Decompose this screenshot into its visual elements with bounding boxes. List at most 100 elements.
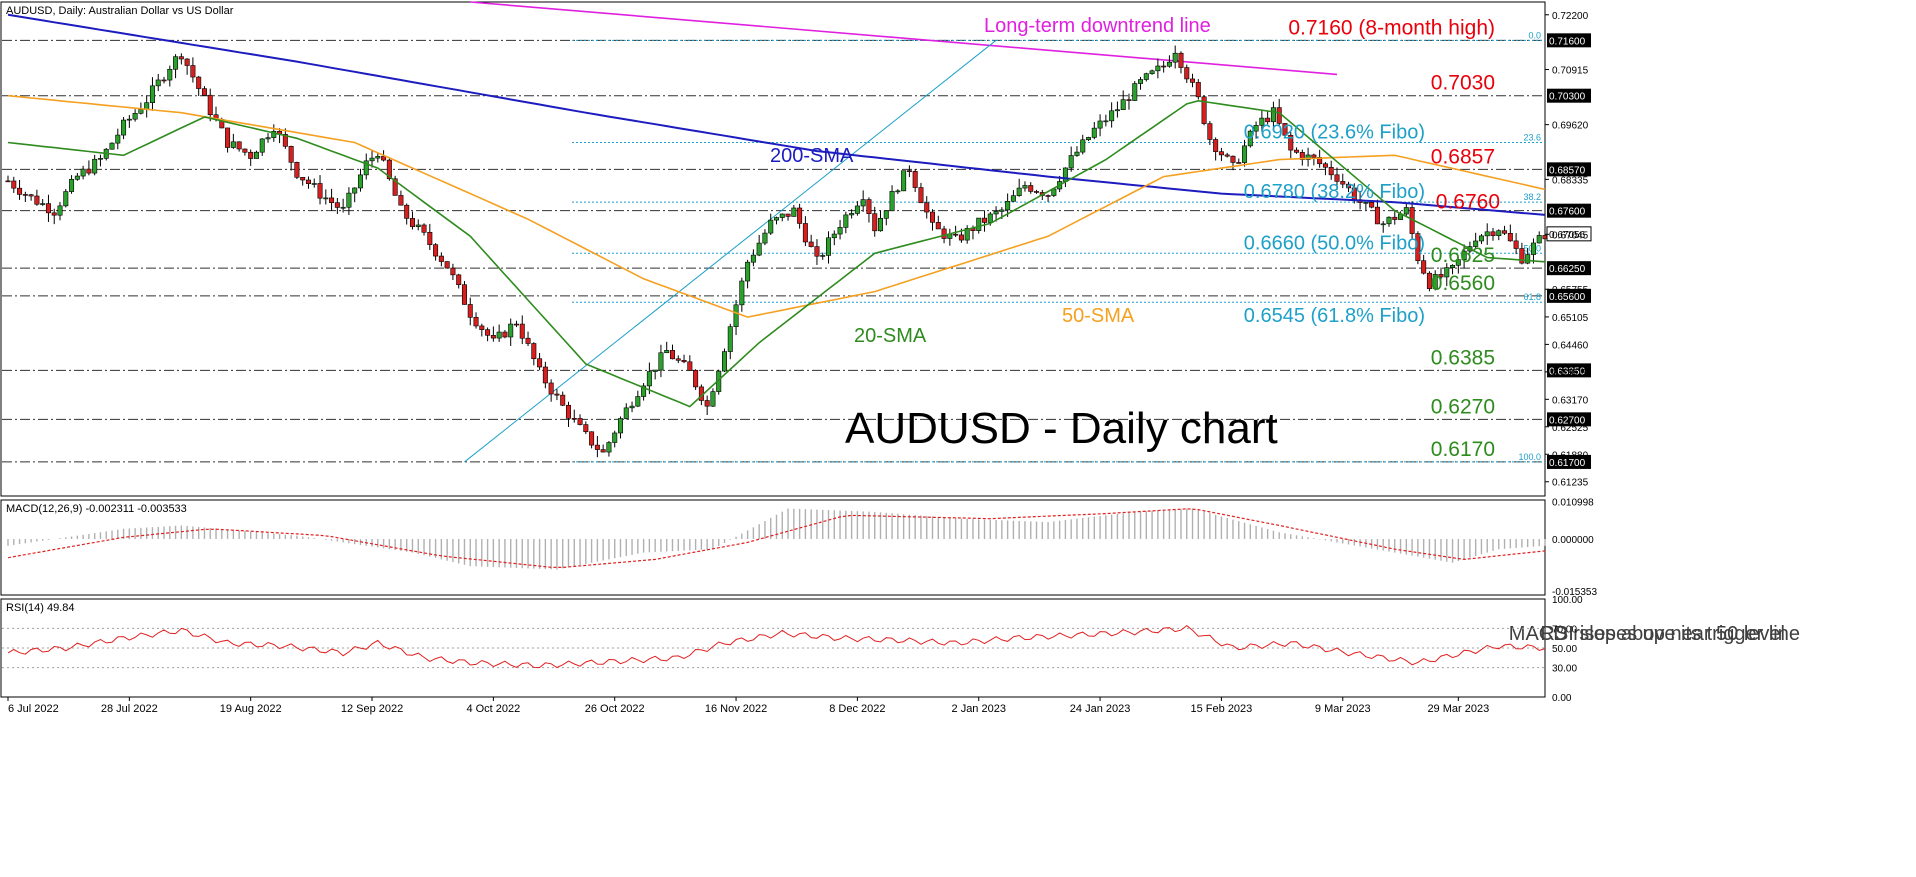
time-tick-label-8: 2 Jan 2023: [952, 703, 1006, 715]
rsi-panel: RSI(14) 49.84 100.00 70.00 50.00 30.00 0.00 RS…: [2, 595, 1785, 704]
candle-body: [560, 394, 566, 406]
candle-body: [323, 197, 329, 200]
candle-body: [675, 358, 681, 361]
candle-body: [791, 207, 797, 217]
candle-body: [40, 203, 46, 205]
candle-body: [878, 217, 884, 232]
candle-body: [583, 424, 589, 433]
candle-body: [987, 213, 993, 223]
candle-body: [1138, 79, 1144, 84]
level-annotation-2: 0.6857: [1431, 145, 1495, 168]
candle-body: [1034, 191, 1040, 193]
candle-body: [1473, 240, 1479, 247]
candle-body: [1403, 207, 1409, 215]
candle-body: [577, 418, 583, 425]
candle-body: [941, 228, 947, 239]
candle-body: [1253, 125, 1259, 132]
candle-body: [773, 217, 779, 221]
candle-body: [1091, 127, 1097, 138]
candle-body: [1016, 187, 1022, 196]
candle-body: [201, 88, 207, 96]
candle-body: [473, 317, 479, 327]
candle-body: [958, 234, 964, 241]
candle-body: [386, 159, 392, 180]
candle-body: [1126, 99, 1132, 101]
candle-body: [1530, 242, 1536, 255]
candle-body: [288, 146, 294, 163]
candle-body: [1045, 195, 1051, 197]
candle-body: [1346, 183, 1352, 189]
candle-body: [329, 197, 335, 203]
candle-body: [5, 180, 11, 183]
candle-body: [415, 224, 421, 227]
candle-body: [1392, 216, 1398, 220]
rsi-tick-label-3: 30.00: [1552, 664, 1577, 675]
candle-body: [629, 405, 635, 409]
candle-body: [196, 76, 202, 89]
candle-body: [554, 393, 560, 396]
rsi-tick-label-0: 100.00: [1552, 595, 1583, 606]
price-tick-label-8: 0.63815: [1552, 368, 1589, 379]
fibo-ratio-4: 61.8: [1523, 292, 1541, 302]
candle-body: [1184, 67, 1190, 80]
candle-body: [826, 237, 832, 256]
level-tag-bg-6: [1547, 363, 1591, 378]
candle-body: [1224, 154, 1230, 157]
level-tag-bg-3: [1547, 203, 1591, 218]
candle-body: [1005, 201, 1011, 211]
candle-body: [1097, 120, 1103, 129]
candle-body: [589, 431, 595, 446]
candle-body: [63, 191, 69, 207]
candle-body: [334, 202, 340, 208]
candle-body: [849, 213, 855, 216]
price-tick-label-1: 0.70915: [1552, 65, 1589, 76]
candle-body: [895, 190, 901, 193]
fibo-ratio-1: 23.6: [1523, 133, 1541, 143]
candle-body: [86, 168, 92, 174]
level-annotation-5: 0.6560: [1431, 272, 1495, 295]
time-tick-label-0: 6 Jul 2022: [8, 703, 59, 715]
candle-body: [1068, 155, 1074, 169]
candle-body: [11, 180, 17, 189]
candle-body: [184, 58, 190, 66]
candle-body: [450, 267, 456, 276]
candle-body: [381, 156, 387, 161]
candle-body: [433, 244, 439, 257]
price-tick-label-3: 0.68335: [1552, 175, 1589, 186]
candle-body: [565, 404, 571, 419]
fibo-ratio-2: 38.2: [1523, 192, 1541, 202]
candle-body: [1380, 223, 1386, 226]
chart-annotations: AUDUSD, Daily: Australian Dollar vs US D…: [6, 5, 1500, 461]
level-tag-bg-1: [1547, 88, 1591, 103]
price-tick-label-2: 0.69620: [1552, 121, 1589, 132]
candle-body: [121, 119, 127, 136]
candle-body: [485, 329, 491, 336]
candle-body: [305, 179, 311, 185]
candle-body: [999, 209, 1005, 212]
candle-body: [248, 151, 254, 159]
candle-body: [69, 179, 75, 192]
candle-body: [1201, 96, 1207, 124]
candle-body: [1478, 235, 1484, 242]
candle-body: [167, 68, 173, 81]
candle-body: [282, 134, 288, 147]
macd-signal-line: [7, 508, 1546, 569]
candle-body: [693, 370, 699, 388]
fibo-annotation-2: 0.6780 (38.2% Fibo): [1244, 181, 1425, 203]
candle-body: [1282, 123, 1288, 136]
candle-body: [883, 210, 889, 219]
macd-tick-label-0: 0.010998: [1552, 498, 1594, 509]
candle-body: [97, 158, 103, 160]
candle-body: [461, 284, 467, 305]
candle-body: [542, 366, 548, 384]
time-tick-label-3: 12 Sep 2022: [341, 703, 403, 715]
candle-body: [1143, 73, 1149, 80]
time-tick-label-7: 8 Dec 2022: [829, 703, 885, 715]
candle-body: [427, 231, 433, 245]
candle-body: [785, 213, 791, 217]
price-tick-label-11: 0.61880: [1552, 450, 1589, 461]
candle-body: [1080, 139, 1086, 153]
candle-body: [820, 255, 826, 257]
candle-body: [479, 325, 485, 330]
candle-body: [1120, 99, 1126, 110]
